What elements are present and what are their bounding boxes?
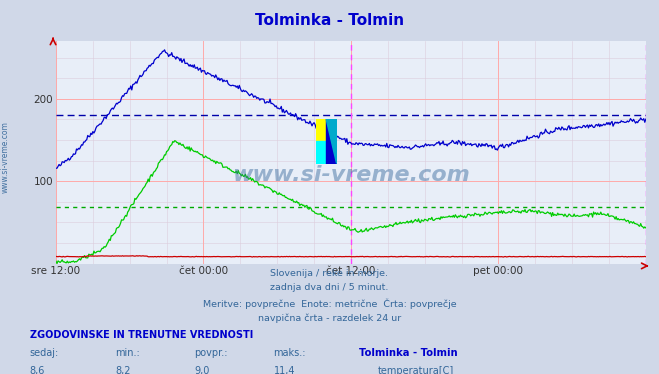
Text: 9,0: 9,0 (194, 366, 210, 374)
Text: povpr.:: povpr.: (194, 348, 228, 358)
Text: sedaj:: sedaj: (30, 348, 59, 358)
Bar (316, 141, 326, 163)
Text: Meritve: povprečne  Enote: metrične  Črta: povprečje: Meritve: povprečne Enote: metrične Črta:… (203, 298, 456, 309)
Text: zadnja dva dni / 5 minut.: zadnja dva dni / 5 minut. (270, 283, 389, 292)
Text: www.si-vreme.com: www.si-vreme.com (1, 121, 10, 193)
Text: maks.:: maks.: (273, 348, 306, 358)
Polygon shape (326, 119, 337, 163)
Text: 8,2: 8,2 (115, 366, 131, 374)
Text: Tolminka - Tolmin: Tolminka - Tolmin (255, 13, 404, 28)
Text: Slovenija / reke in morje.: Slovenija / reke in morje. (270, 269, 389, 278)
Bar (316, 119, 326, 141)
Text: min.:: min.: (115, 348, 140, 358)
Text: www.si-vreme.com: www.si-vreme.com (232, 165, 470, 185)
Text: 8,6: 8,6 (30, 366, 45, 374)
Text: Tolminka - Tolmin: Tolminka - Tolmin (359, 348, 458, 358)
Bar (326, 119, 337, 163)
Text: navpična črta - razdelek 24 ur: navpična črta - razdelek 24 ur (258, 313, 401, 323)
Text: temperatura[C]: temperatura[C] (378, 366, 454, 374)
Text: ZGODOVINSKE IN TRENUTNE VREDNOSTI: ZGODOVINSKE IN TRENUTNE VREDNOSTI (30, 330, 253, 340)
Text: 11,4: 11,4 (273, 366, 295, 374)
